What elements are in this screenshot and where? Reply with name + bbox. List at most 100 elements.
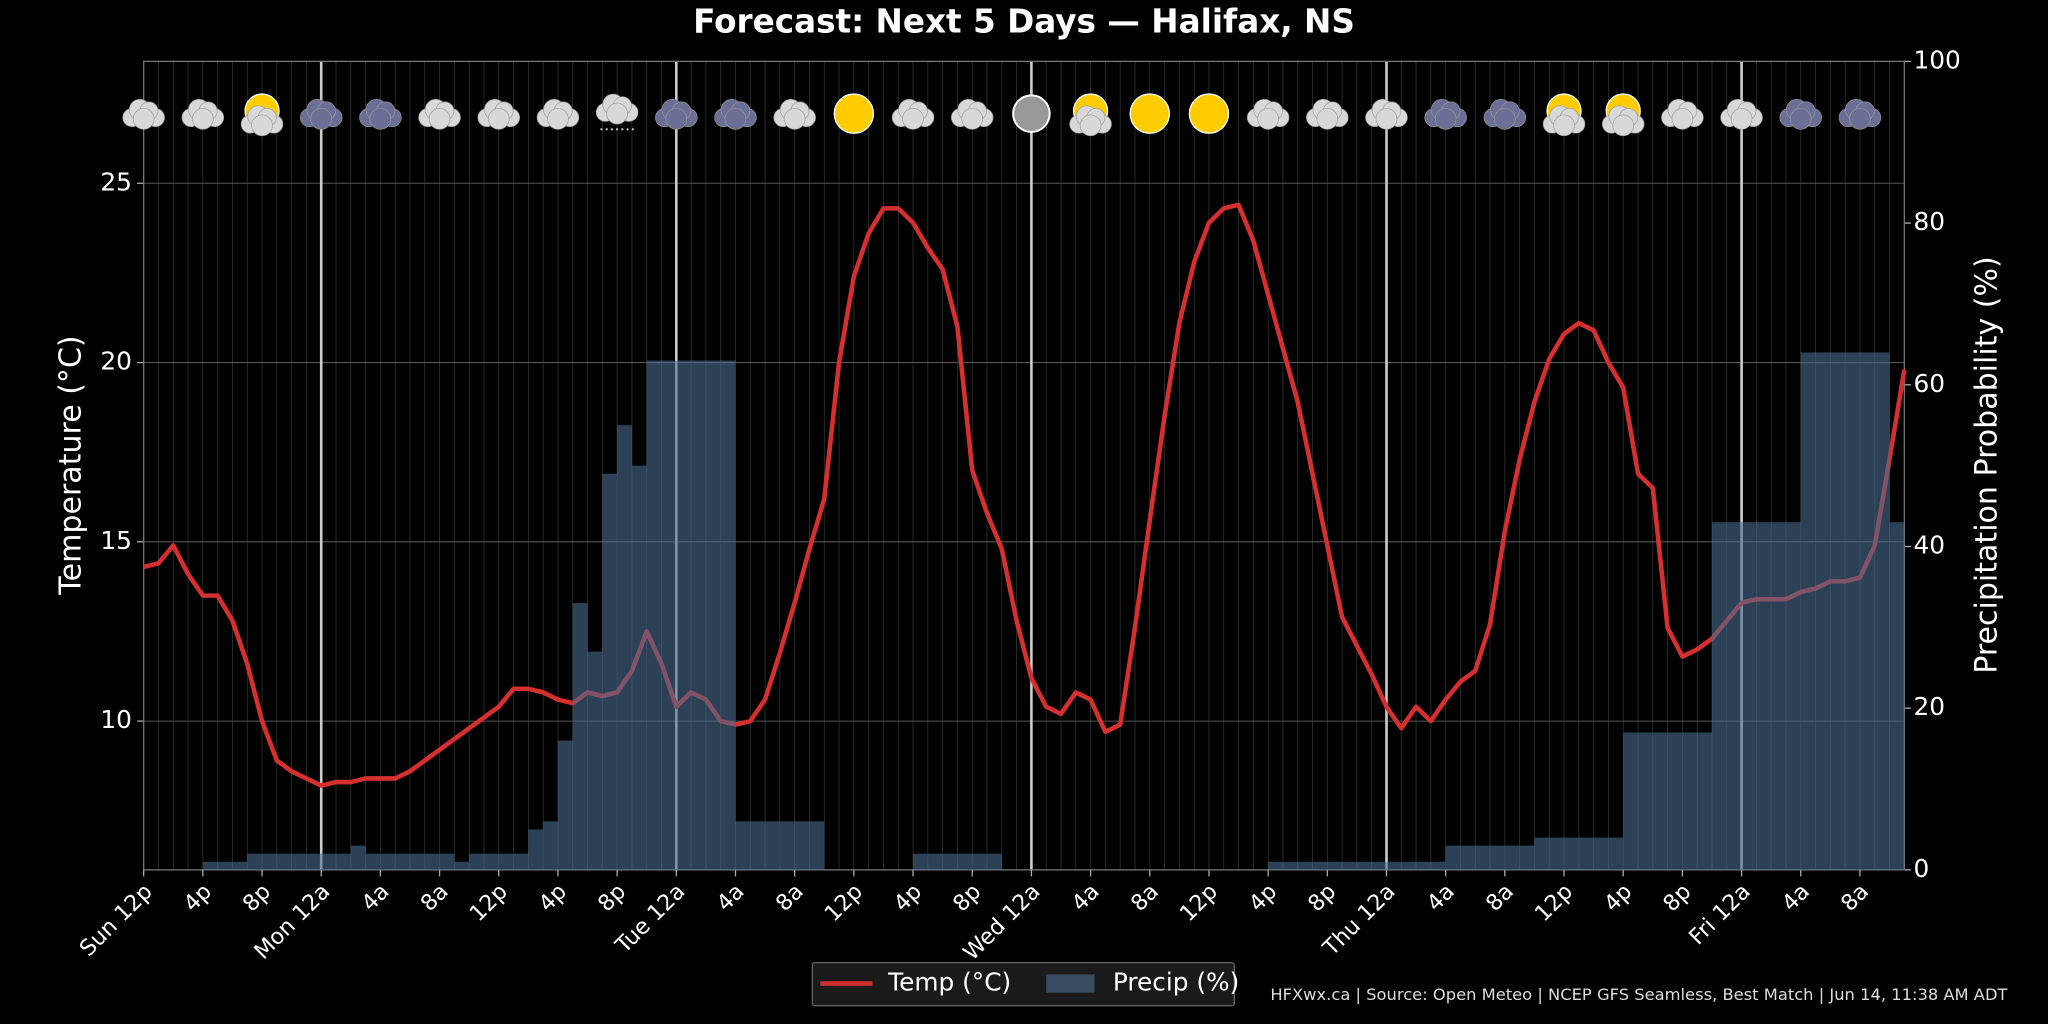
weather-icon [1601, 93, 1645, 137]
precip-bar [1297, 861, 1313, 870]
precip-bar [262, 853, 277, 870]
precip-bar [1371, 861, 1387, 870]
precip-bar [631, 465, 647, 870]
precip-bar [927, 853, 943, 870]
y2-tick-label: 100 [1913, 45, 1960, 74]
y-tick-label: 25 [100, 167, 132, 196]
precip-bar [617, 425, 632, 870]
chart-title: Forecast: Next 5 Days — Halifax, NS [693, 3, 1355, 41]
precip-bar [661, 360, 677, 870]
precip-bar [1667, 732, 1683, 870]
icon-part [369, 108, 392, 130]
precip-bar [306, 853, 322, 870]
precip-bar [957, 853, 973, 870]
precip-bar [202, 861, 218, 870]
icon-part [621, 128, 624, 131]
y2-tick-label: 20 [1913, 692, 1945, 721]
icon-part [487, 108, 510, 130]
precip-bar [380, 853, 396, 870]
precip-bar [336, 853, 351, 870]
legend-label: Temp (°C) [887, 968, 1011, 997]
weather-icon [1365, 98, 1408, 130]
icon-part [783, 108, 806, 130]
weather-icon [1012, 94, 1051, 133]
icon-part [1612, 114, 1634, 137]
icon-part [1188, 93, 1230, 134]
legend: Temp (°C) Precip (%) [811, 961, 1239, 1007]
precip-bar [1623, 732, 1639, 870]
precip-bar [1638, 732, 1653, 870]
precip-bar [557, 740, 573, 870]
precip-bar [1564, 837, 1579, 870]
weather-icon [1720, 98, 1763, 130]
precip-bar [1519, 845, 1535, 870]
precip-bar [1401, 861, 1417, 870]
weather-icon [122, 98, 165, 130]
temp-line [143, 202, 1907, 788]
precip-bar [469, 853, 484, 870]
icon-part [631, 128, 634, 131]
legend-label: Precip (%) [1113, 968, 1239, 997]
icon-part [1375, 108, 1398, 130]
precip-bar [942, 853, 958, 870]
precip-bar [321, 853, 337, 870]
y2-tick-label: 60 [1913, 369, 1945, 398]
plot-frame [143, 60, 1905, 871]
precip-bar [1652, 732, 1668, 870]
precip-bar [483, 853, 499, 870]
legend-swatch [1046, 974, 1095, 993]
icon-part [547, 108, 569, 130]
y-tick-label: 20 [100, 347, 132, 376]
weather-icon [595, 93, 639, 131]
precip-bar [1845, 352, 1860, 870]
precip-bar [513, 853, 529, 870]
weather-icon [891, 98, 935, 130]
icon-part [833, 93, 875, 134]
precip-bar [1756, 522, 1772, 870]
precip-bar [276, 853, 292, 870]
precip-bar [750, 821, 766, 870]
precip-bar [602, 473, 618, 870]
icon-part [1316, 108, 1339, 130]
precip-bar [1785, 522, 1801, 870]
y2-tick-label: 0 [1913, 854, 1929, 883]
weather-icon [477, 98, 520, 130]
precip-bar [1593, 837, 1609, 870]
y2-tick-label: 40 [1913, 530, 1945, 559]
precip-bar [1859, 352, 1875, 870]
precip-bar [350, 845, 366, 870]
icon-part [192, 108, 214, 130]
precip-bar [217, 861, 233, 870]
precip-bar [247, 853, 263, 870]
icon-part [251, 114, 273, 137]
icon-part [610, 128, 614, 131]
icon-part [1079, 114, 1102, 137]
weather-icon [714, 98, 757, 130]
icon-part [428, 108, 451, 130]
icon-part [1730, 108, 1753, 130]
precip-bar [232, 861, 248, 870]
precip-bar [1268, 861, 1283, 870]
precip-bar [528, 829, 544, 870]
icon-part [310, 108, 332, 130]
icon-part [1789, 108, 1812, 130]
precip-bar [1312, 861, 1328, 870]
weather-icon [1246, 98, 1290, 130]
precip-bar [1534, 837, 1550, 870]
precip-bar [646, 360, 662, 870]
precip-bar [1504, 845, 1520, 870]
precip-bar [1578, 837, 1594, 870]
icon-part [1434, 108, 1457, 130]
precip-bar [409, 853, 425, 870]
icon-part [665, 108, 688, 130]
precip-bar [1711, 522, 1727, 870]
weather-icon [1069, 93, 1112, 137]
precip-bar [1889, 522, 1905, 870]
precip-bar [1726, 522, 1742, 870]
weather-icon [1188, 93, 1230, 134]
precip-bar [1490, 845, 1505, 870]
precip-bar [365, 853, 381, 870]
weather-icon [359, 98, 402, 130]
weather-icon [950, 98, 994, 130]
